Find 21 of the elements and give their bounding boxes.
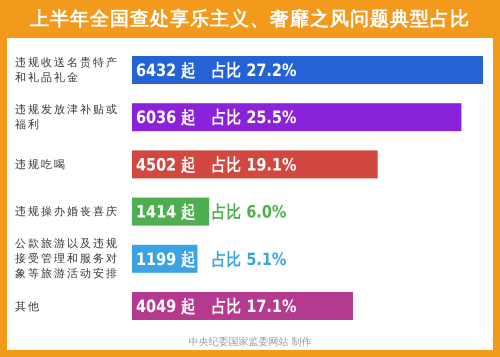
y-tick-label: 违规收送名贵特产和礼品礼金 (15, 55, 120, 85)
bar (132, 56, 483, 84)
data-label: 4049 起 (136, 296, 196, 316)
annotation: 占比 6.0% (212, 201, 287, 222)
data-label: 6036 起 (136, 107, 196, 128)
annotation: 占比 19.1% (212, 154, 297, 175)
data-label: 4502 起 (136, 154, 196, 175)
y-tick-label: 公款旅游以及违规接受管理和服务对象等旅游活动安排 (15, 236, 120, 282)
annotation: 占比 17.1% (212, 296, 297, 316)
data-label: 1199 起 (136, 248, 196, 270)
data-label: 6432 起 (136, 60, 196, 80)
y-tick-label: 违规操办婚丧喜庆 (15, 204, 120, 220)
y-tick-label: 违规吃喝 (15, 156, 68, 172)
y-tick-label: 其他 (15, 298, 42, 314)
annotation: 占比 27.2% (212, 60, 297, 80)
annotation: 占比 25.5% (212, 107, 297, 128)
annotation: 占比 5.1% (212, 248, 287, 270)
y-tick-label: 违规发放津补贴或福利 (15, 102, 120, 132)
text: 中央纪委国家监委网站 制作 (188, 336, 312, 348)
chart-title: 上半年全国查处享乐主义、奢靡之风问题典型占比 (29, 7, 471, 32)
data-label: 1414 起 (136, 201, 196, 222)
